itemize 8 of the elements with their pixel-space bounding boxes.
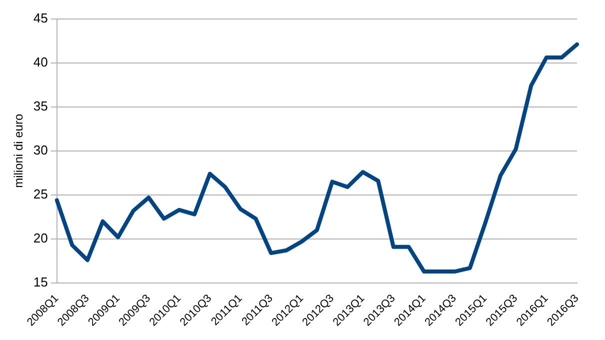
y-tick-label: 45 (33, 10, 48, 26)
y-tick-label: 35 (33, 98, 48, 114)
y-tick-label: 40 (33, 54, 48, 70)
y-axis-title: milioni di euro (12, 114, 26, 188)
y-tick-label: 30 (33, 142, 48, 158)
y-tick-label: 20 (33, 230, 48, 246)
y-tick-label: 15 (33, 274, 48, 290)
y-tick-label: 25 (33, 186, 48, 202)
